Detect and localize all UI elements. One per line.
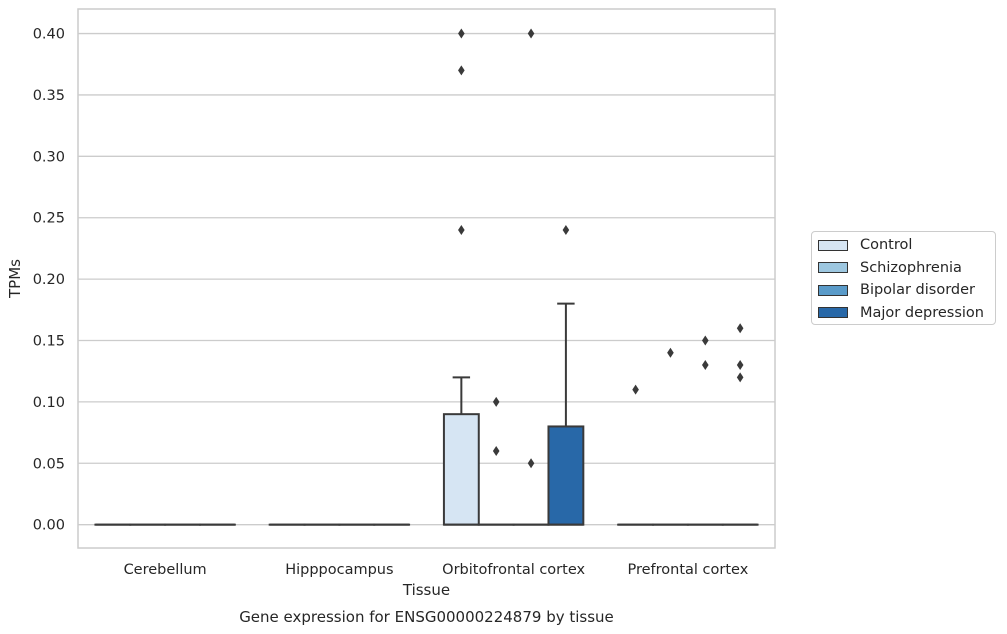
y-axis-ticks: 0.00 0.05 0.10 0.15 0.20 0.25 0.30 0.35 0.40: [33, 27, 65, 534]
x-tick-label: Hipppocampus: [285, 562, 393, 578]
legend-swatch: [818, 307, 848, 318]
x-tick-label: Cerebellum: [124, 562, 207, 578]
legend-label: Bipolar disorder: [860, 282, 975, 298]
legend-item: Schizophrenia: [818, 257, 962, 279]
outlier-point: [458, 28, 465, 39]
legend-swatch: [818, 284, 848, 296]
outlier-points: [458, 28, 744, 469]
legend-label: Schizophrenia: [860, 259, 962, 276]
legend-item: Control: [818, 234, 912, 256]
box-body: [442, 413, 480, 526]
outlier-point: [492, 446, 500, 457]
y-tick-label: 0.30: [33, 149, 65, 165]
box-major-depression: [547, 302, 585, 526]
outlier-point: [562, 225, 570, 236]
chart-caption: Gene expression for ENSG00000224879 by t…: [239, 608, 614, 626]
outlier-point: [702, 360, 709, 371]
legend-label: Control: [860, 237, 913, 253]
y-tick-label: 0.05: [33, 456, 65, 472]
legend: Control Schizophrenia Bipolar disorder Majo…: [811, 231, 996, 325]
legend-swatch: [818, 262, 848, 273]
y-tick-label: 0.25: [33, 211, 65, 227]
outlier-point: [736, 372, 744, 383]
x-axis-label: Tissue: [402, 581, 450, 599]
y-tick-label: 0.10: [33, 395, 65, 411]
outlier-point: [702, 335, 709, 346]
y-tick-label: 0.35: [33, 88, 65, 104]
y-tick-label: 0.00: [33, 518, 65, 534]
box-control: [442, 376, 480, 526]
outlier-point: [458, 65, 465, 76]
y-tick-label: 0.20: [33, 272, 65, 288]
y-axis-label: TPMs: [6, 259, 24, 299]
outlier-point: [458, 225, 465, 236]
legend-item: Bipolar disorder: [818, 279, 975, 301]
x-axis-ticks: Cerebellum Hipppocampus Orbitofrontal cort…: [124, 562, 749, 578]
box-body: [547, 425, 585, 526]
y-tick-label: 0.15: [33, 334, 65, 350]
outlier-point: [736, 360, 744, 371]
legend-swatch: [818, 239, 848, 251]
x-tick-label: Prefrontal cortex: [627, 562, 748, 578]
y-tick-label: 0.40: [33, 27, 65, 43]
outlier-point: [492, 396, 500, 407]
outlier-point: [736, 323, 744, 334]
legend-label: Major depression: [860, 304, 984, 321]
x-tick-label: Orbitofrontal cortex: [442, 562, 585, 578]
outlier-point: [632, 384, 639, 395]
outlier-point: [527, 458, 535, 469]
outlier-point: [527, 28, 535, 39]
legend-item: Major depression: [818, 302, 984, 324]
grid-lines: [78, 32, 775, 526]
plot-area-frame: [77, 8, 776, 549]
box-series: [94, 302, 759, 526]
outlier-point: [667, 347, 674, 358]
